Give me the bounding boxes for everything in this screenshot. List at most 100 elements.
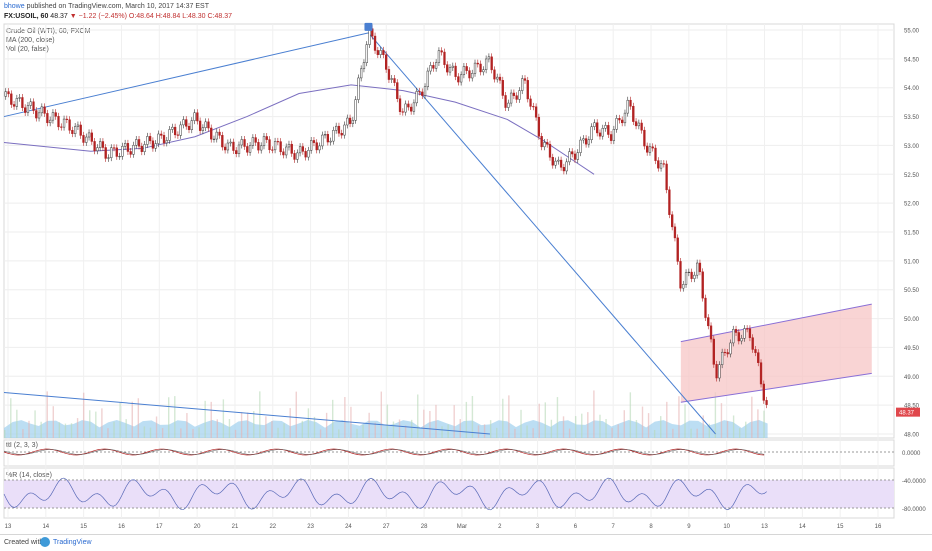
candle-body — [446, 64, 449, 73]
candle-body — [496, 76, 499, 80]
candle-body — [609, 134, 613, 141]
publish-info: published on TradingView.com, March 10, … — [26, 3, 209, 10]
candle-body — [651, 146, 654, 149]
volume-bar — [368, 412, 370, 438]
candle-body — [468, 70, 471, 79]
candle-body — [29, 101, 32, 106]
vol-legend[interactable]: Vol (20, false) — [6, 46, 49, 53]
osc1-legend[interactable]: ttI (2, 3, 3) — [6, 442, 38, 449]
candle-body — [212, 138, 216, 140]
candle-body — [140, 145, 143, 152]
candle-body — [607, 125, 610, 135]
candle-body — [440, 50, 443, 53]
volume-bar — [131, 401, 133, 438]
candle-body — [479, 63, 482, 73]
volume-bar — [702, 415, 704, 438]
candle-body — [654, 147, 657, 161]
price-tick-label: 54.50 — [904, 57, 920, 63]
volume-bar — [435, 404, 437, 438]
price-tick-label: 49.50 — [904, 346, 920, 352]
volume-bar — [107, 428, 109, 438]
candle-body — [18, 97, 21, 99]
volume-bar — [253, 411, 255, 438]
candle-body — [412, 102, 416, 112]
candle-body — [612, 129, 616, 141]
candle-body — [93, 141, 96, 152]
candle-body — [323, 134, 327, 136]
volume-bar — [459, 419, 461, 438]
candle-body — [10, 93, 13, 105]
candle-body — [282, 151, 285, 156]
candle-body — [15, 98, 18, 107]
time-tick-label: 22 — [269, 524, 276, 530]
candle-body — [684, 272, 688, 285]
candle-body — [504, 95, 507, 108]
time-tick-label: 2 — [498, 524, 502, 530]
candle-body — [68, 119, 71, 131]
candle-body — [226, 142, 230, 151]
volume-bar — [696, 428, 698, 438]
candle-body — [260, 145, 263, 151]
symbol-legend[interactable]: Crude Oil (WTI), 60, FXCM — [6, 28, 91, 35]
volume-bar — [502, 398, 504, 438]
last-price: 48.37 — [50, 13, 68, 20]
volume-bar — [234, 429, 237, 438]
time-tick-label: 17 — [156, 524, 163, 530]
candle-body — [290, 143, 293, 154]
ohlc-values: O:48.64 H:48.84 L:48.30 C:48.37 — [128, 13, 233, 20]
price-tick-label: 50.50 — [904, 288, 920, 294]
candle-body — [51, 112, 55, 121]
volume-bar — [52, 406, 54, 438]
candle-body — [451, 65, 454, 68]
chart-svg[interactable]: 55.00 54.50 54.00 53.50 53.00 52.50 52.00 51.50… — [0, 0, 932, 534]
candle-body — [465, 66, 468, 71]
time-tick-label: 6 — [574, 524, 578, 530]
volume-bar — [738, 428, 741, 438]
candle-body — [515, 95, 518, 100]
candle-body — [587, 139, 591, 145]
candle-body — [626, 99, 629, 114]
osc2-legend[interactable]: %R (14, close) — [6, 472, 52, 479]
volume-bar — [210, 401, 212, 438]
author-link[interactable]: bhowe — [4, 3, 25, 10]
time-tick-label: 20 — [194, 524, 201, 530]
brand-link[interactable]: TradingView — [53, 539, 92, 546]
volume-bar — [757, 409, 759, 438]
created-with-label: Created with — [4, 539, 44, 546]
time-tick-label: Mar — [457, 524, 467, 530]
volume-bar — [380, 391, 383, 438]
time-tick-label: 14 — [799, 524, 806, 530]
volume-bar — [95, 411, 97, 438]
candle-body — [49, 119, 52, 124]
volume-bar — [277, 427, 279, 438]
candle-body — [682, 284, 685, 289]
candle-body — [74, 126, 77, 134]
candle-body — [315, 142, 318, 151]
last-price-tag-label: 48.37 — [899, 411, 915, 417]
candle-body — [301, 146, 305, 152]
volume-bar — [532, 428, 534, 438]
candle-body — [634, 121, 638, 127]
volume-bar — [319, 429, 322, 438]
candle-body — [462, 66, 466, 76]
candle-body — [673, 226, 677, 239]
candle-body — [21, 97, 24, 108]
volume-bar — [447, 424, 449, 438]
candle-body — [540, 136, 543, 148]
candle-body — [121, 146, 124, 157]
volume-bar — [714, 392, 717, 438]
candle-body — [537, 116, 541, 137]
candle-body — [346, 117, 349, 126]
candle-body — [679, 261, 682, 289]
candle-body — [707, 317, 710, 327]
time-tick-label: 3 — [536, 524, 540, 530]
candle-body — [701, 271, 704, 299]
volume-bar — [732, 415, 735, 438]
candle-body — [360, 68, 363, 79]
candle-body — [335, 125, 338, 131]
volume-bar — [332, 399, 334, 438]
time-tick-label: 14 — [42, 524, 49, 530]
candle-body — [534, 106, 538, 118]
candle-body — [687, 271, 690, 273]
ma-legend[interactable]: MA (200, close) — [6, 37, 55, 44]
